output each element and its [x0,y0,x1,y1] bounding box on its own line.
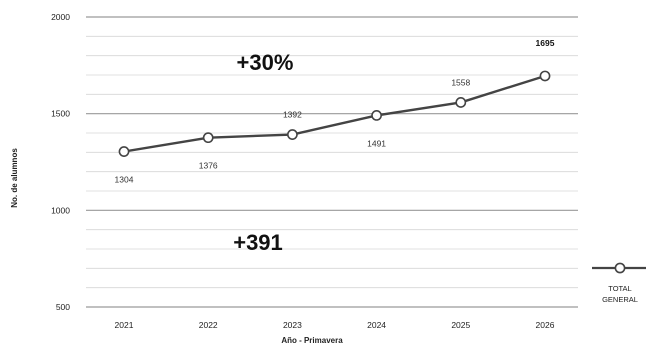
legend-label-line-2: GENERAL [602,295,638,304]
y-tick-label: 500 [56,302,70,312]
x-axis-title: Año - Primavera [281,336,343,345]
annotation-percent: +30% [237,50,294,75]
data-label: 1491 [367,138,386,148]
x-tick-label: 2023 [283,320,302,330]
data-point [455,97,467,108]
grid [86,16,578,308]
legend-label-line-1: TOTAL [608,284,631,293]
y-tick-label: 1000 [51,205,70,215]
data-point [202,132,214,144]
x-tick-label: 2025 [451,320,470,330]
y-tick-label: 2000 [51,12,70,22]
legend: TOTAL GENERAL [592,262,646,304]
data-point [118,146,130,157]
x-axis-ticks: 2021 2022 2023 2024 2025 2026 [115,320,555,330]
data-label: 1558 [451,77,470,87]
y-axis-title: No. de alumnos [10,148,19,208]
data-label: 1376 [199,161,218,171]
x-tick-label: 2022 [199,320,218,330]
data-label: 1304 [115,175,134,185]
data-label: 1695 [536,38,555,48]
x-tick-label: 2021 [115,320,134,330]
series-layer [118,70,551,157]
x-tick-label: 2026 [536,320,555,330]
x-tick-label: 2024 [367,320,386,330]
y-axis-ticks: 500 1000 1500 2000 [51,12,70,312]
y-tick-label: 1500 [51,109,70,119]
data-label: 1392 [283,110,302,120]
data-point [286,129,298,140]
legend-marker [614,262,626,274]
data-point [539,70,551,82]
data-labels: 1304 1376 1392 1491 1558 1695 [115,38,555,185]
data-point [371,110,382,121]
series-line [123,74,546,153]
annotation-absolute: +391 [233,230,283,255]
